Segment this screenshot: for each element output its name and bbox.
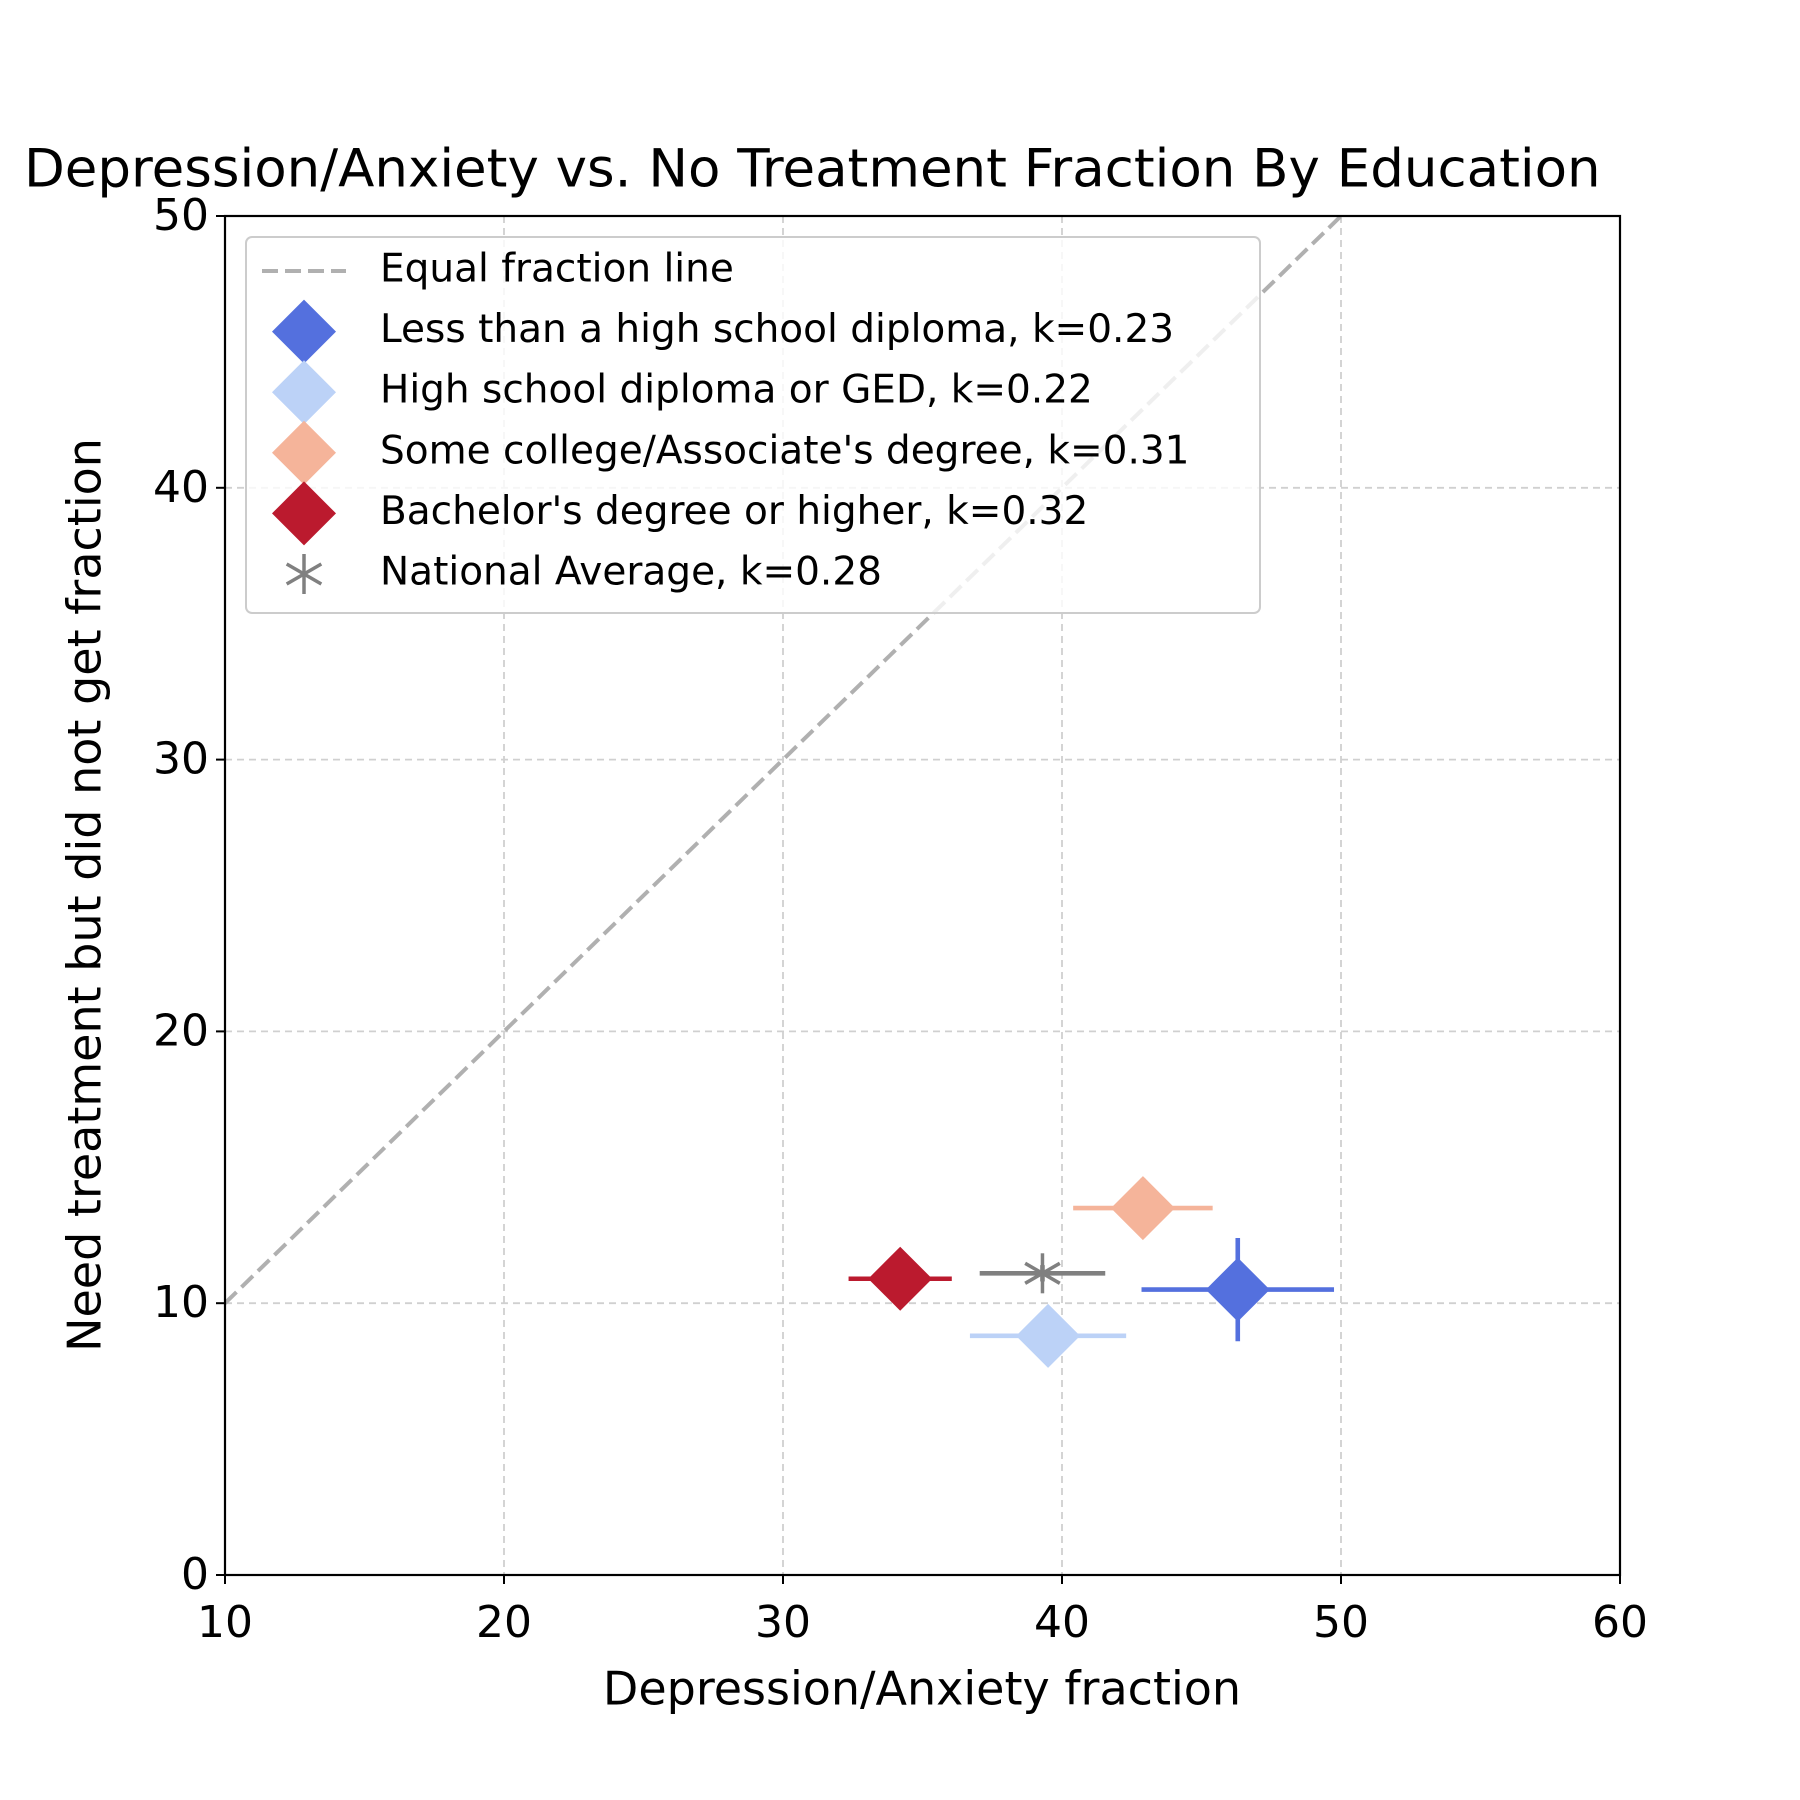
x-tick-label: 30 [755, 1597, 811, 1648]
legend-label: High school diploma or GED, k=0.22 [380, 368, 1093, 413]
legend-label: Bachelor's degree or higher, k=0.32 [380, 489, 1088, 534]
x-tick-label: 20 [476, 1597, 532, 1648]
y-tick-label: 30 [153, 734, 209, 785]
legend-label: Less than a high school diploma, k=0.23 [380, 307, 1174, 352]
legend-label: Equal fraction line [380, 247, 734, 292]
marker [285, 554, 323, 594]
x-tick-label: 60 [1592, 1597, 1648, 1648]
y-tick-label: 40 [153, 462, 209, 513]
legend-box [245, 236, 1261, 614]
y-axis-label: Need treatment but did not get fraction [58, 438, 112, 1352]
legend: Equal fraction line Less than a high scho… [245, 236, 1261, 614]
marker [1110, 1176, 1175, 1241]
x-tick-label: 40 [1034, 1597, 1090, 1648]
marker [1024, 1253, 1061, 1294]
chart-title: Depression/Anxiety vs. No Treatment Frac… [24, 139, 1601, 200]
x-tick-label: 50 [1313, 1597, 1369, 1648]
marker [272, 299, 336, 364]
marker [272, 481, 336, 546]
y-tick-label: 0 [181, 1549, 209, 1600]
x-tick-label: 10 [197, 1597, 253, 1648]
y-tick-label: 50 [153, 190, 209, 241]
marker [272, 420, 336, 485]
marker [272, 360, 336, 425]
y-tick-label: 10 [153, 1277, 209, 1328]
marker [868, 1246, 933, 1311]
marker [1205, 1257, 1270, 1322]
legend-label: Some college/Associate's degree, k=0.31 [380, 428, 1190, 473]
marker-stroke [1024, 1261, 1061, 1285]
marker [1016, 1303, 1081, 1368]
legend-label: National Average, k=0.28 [380, 550, 882, 595]
plot-frame [223, 214, 1622, 1577]
x-axis-label: Depression/Anxiety fraction [603, 1662, 1241, 1716]
marker-stroke [285, 562, 323, 586]
y-tick-label: 20 [153, 1005, 209, 1056]
